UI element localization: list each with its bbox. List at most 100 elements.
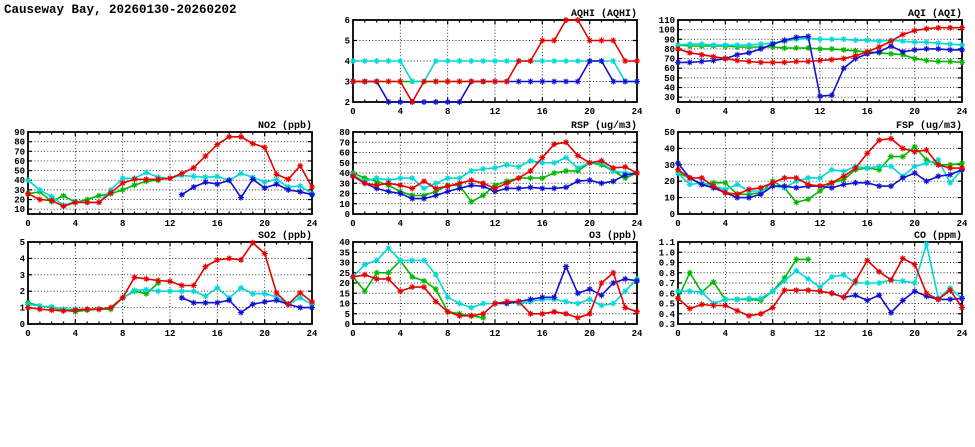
svg-text:10: 10	[14, 205, 25, 215]
svg-text:4: 4	[345, 57, 351, 67]
svg-text:60: 60	[14, 157, 25, 167]
svg-text:12: 12	[165, 219, 176, 229]
svg-text:4: 4	[723, 329, 729, 339]
svg-text:0.3: 0.3	[659, 320, 675, 330]
svg-text:4: 4	[73, 329, 79, 339]
svg-text:0.5: 0.5	[659, 300, 675, 310]
svg-text:2: 2	[20, 287, 25, 297]
svg-text:5: 5	[345, 310, 350, 320]
svg-text:16: 16	[537, 107, 548, 117]
svg-text:1.0: 1.0	[659, 248, 675, 258]
svg-text:0.4: 0.4	[659, 310, 676, 320]
svg-text:3: 3	[345, 78, 350, 88]
svg-text:8: 8	[770, 329, 775, 339]
page-title: Causeway Bay, 20260130-20260202	[4, 3, 237, 17]
svg-text:24: 24	[307, 219, 318, 229]
chart-so2: 0 1 2 3 4 5 0 4 8 12 16 20 24 SO2 (ppb)	[2, 228, 322, 342]
svg-text:0: 0	[350, 107, 355, 117]
svg-text:0: 0	[345, 320, 350, 330]
chart-rsp: 0 10 20 30 40 50 60 70 80 0 4 8 12 16 20 24 RSP (ug/m3)	[327, 118, 647, 232]
svg-text:10: 10	[339, 300, 350, 310]
svg-text:4: 4	[398, 329, 404, 339]
svg-text:1.1: 1.1	[659, 238, 676, 248]
chart-aqi: 30 40 50 60 70 80 90 100 110 0 4 8 12 16 20 24 AQI (AQI)	[652, 6, 972, 120]
chart-fsp: 0 10 20 30 40 50 0 4 8 12 16 20 24 FSP (ug/m3)	[652, 118, 972, 232]
svg-text:8: 8	[770, 219, 775, 229]
chart-aqhi: 2 3 4 5 6 0 4 8 12 16 20 24 AQHI (AQHI)	[327, 6, 647, 120]
svg-text:0: 0	[675, 219, 680, 229]
svg-text:40: 40	[339, 169, 350, 179]
svg-text:4: 4	[723, 107, 729, 117]
svg-text:4: 4	[20, 254, 26, 264]
svg-text:24: 24	[957, 107, 968, 117]
svg-text:12: 12	[815, 219, 826, 229]
chart-co: 0.3 0.4 0.5 0.6 0.7 0.8 0.9 1.0 1.1 0 4 8 12 16 20 24 CO…	[652, 228, 972, 342]
svg-text:4: 4	[723, 219, 729, 229]
svg-text:110: 110	[659, 16, 675, 26]
svg-text:4: 4	[398, 107, 404, 117]
svg-text:0: 0	[25, 219, 30, 229]
svg-text:O3 (ppb): O3 (ppb)	[589, 230, 637, 242]
svg-text:80: 80	[664, 45, 675, 55]
svg-text:8: 8	[445, 329, 450, 339]
svg-text:16: 16	[862, 329, 873, 339]
svg-text:5: 5	[345, 37, 350, 47]
svg-text:50: 50	[664, 74, 675, 84]
svg-text:5: 5	[20, 238, 25, 248]
svg-text:24: 24	[632, 107, 643, 117]
svg-text:80: 80	[14, 138, 25, 148]
svg-text:3: 3	[20, 271, 25, 281]
svg-text:NO2 (ppb): NO2 (ppb)	[258, 120, 312, 132]
chart-o3: 0 5 10 15 20 25 30 35 40 0 4 8 12 16 20 24 O3 (ppb)	[327, 228, 647, 342]
svg-text:10: 10	[664, 194, 675, 204]
svg-text:100: 100	[659, 26, 675, 36]
svg-text:30: 30	[14, 186, 25, 196]
svg-text:40: 40	[339, 238, 350, 248]
svg-text:8: 8	[120, 219, 125, 229]
svg-text:0.7: 0.7	[659, 279, 675, 289]
svg-text:20: 20	[259, 219, 270, 229]
svg-text:20: 20	[584, 107, 595, 117]
svg-text:20: 20	[339, 190, 350, 200]
svg-text:40: 40	[14, 176, 25, 186]
svg-text:24: 24	[307, 329, 318, 339]
svg-text:8: 8	[445, 107, 450, 117]
svg-text:24: 24	[957, 219, 968, 229]
svg-text:30: 30	[339, 179, 350, 189]
svg-text:16: 16	[212, 329, 223, 339]
svg-text:20: 20	[584, 219, 595, 229]
svg-text:60: 60	[339, 149, 350, 159]
svg-text:12: 12	[815, 107, 826, 117]
svg-text:24: 24	[632, 329, 643, 339]
svg-text:0: 0	[25, 329, 30, 339]
svg-text:20: 20	[14, 196, 25, 206]
svg-text:16: 16	[862, 107, 873, 117]
svg-text:CO (ppm): CO (ppm)	[914, 230, 962, 242]
svg-text:0: 0	[20, 320, 25, 330]
svg-text:AQI (AQI): AQI (AQI)	[908, 8, 962, 20]
svg-text:12: 12	[490, 107, 501, 117]
svg-text:6: 6	[345, 16, 350, 26]
svg-text:90: 90	[664, 35, 675, 45]
svg-text:70: 70	[14, 147, 25, 157]
svg-text:16: 16	[212, 219, 223, 229]
svg-text:20: 20	[259, 329, 270, 339]
svg-text:35: 35	[339, 248, 350, 258]
svg-text:12: 12	[165, 329, 176, 339]
svg-text:20: 20	[339, 279, 350, 289]
svg-text:24: 24	[957, 329, 968, 339]
svg-text:8: 8	[120, 329, 125, 339]
svg-text:40: 40	[664, 84, 675, 94]
svg-text:2: 2	[345, 98, 350, 108]
svg-text:12: 12	[490, 329, 501, 339]
svg-text:16: 16	[537, 329, 548, 339]
svg-text:0: 0	[670, 210, 675, 220]
svg-text:0: 0	[350, 219, 355, 229]
svg-text:50: 50	[339, 159, 350, 169]
svg-text:0: 0	[675, 107, 680, 117]
svg-text:20: 20	[664, 177, 675, 187]
svg-text:80: 80	[339, 128, 350, 138]
svg-text:20: 20	[909, 107, 920, 117]
svg-text:70: 70	[664, 55, 675, 65]
svg-text:16: 16	[537, 219, 548, 229]
